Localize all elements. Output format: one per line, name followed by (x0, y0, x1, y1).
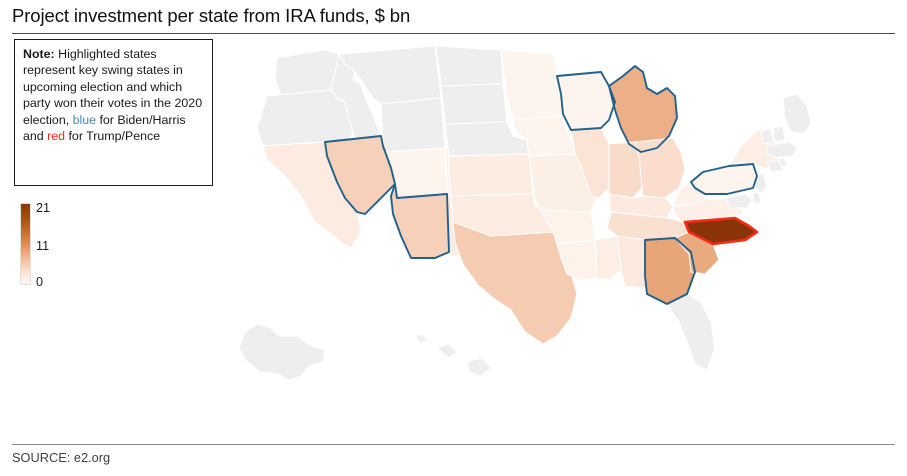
note-part-2: for Biden/Harris and (23, 112, 186, 144)
state-mn[interactable] (500, 49, 566, 121)
state-wy[interactable] (380, 97, 446, 153)
source-label: SOURCE: e2.org (12, 450, 111, 465)
page-title: Project investment per state from IRA fu… (12, 5, 411, 26)
state-oh[interactable] (634, 137, 686, 199)
state-highlight-az[interactable] (390, 183, 450, 259)
state-highlight-pa[interactable] (690, 163, 758, 195)
state-ak[interactable] (238, 323, 326, 381)
us-map-svg (238, 45, 812, 381)
state-md[interactable] (724, 193, 754, 209)
source-divider (12, 444, 895, 445)
legend-tick-min: 0 (36, 275, 44, 289)
note-part-3: for Trump/Pence (65, 129, 161, 144)
state-fl[interactable] (666, 293, 716, 371)
note-text: Note: Highlighted states represent key s… (23, 46, 205, 144)
state-ks[interactable] (448, 153, 534, 197)
note-red-word: red (47, 129, 66, 144)
state-ma[interactable] (766, 141, 798, 159)
title-divider (12, 33, 895, 34)
note-blue-word: blue (72, 112, 97, 127)
legend-tick-mid: 11 (36, 239, 50, 253)
states-layer (238, 45, 812, 381)
state-ri[interactable] (778, 157, 788, 167)
state-highlight-nv[interactable] (324, 135, 396, 215)
state-il[interactable] (570, 127, 614, 199)
state-mt[interactable] (338, 45, 442, 105)
colorbar-gradient (20, 203, 31, 285)
legend-tick-max: 21 (36, 201, 51, 215)
state-highlight-wi[interactable] (556, 71, 616, 131)
note-box: Note: Highlighted states represent key s… (14, 39, 213, 186)
note-label: Note: (23, 47, 55, 61)
note-part-1: Highlighted states represent key swing s… (23, 47, 203, 127)
state-highlight-nc[interactable] (683, 216, 759, 246)
state-highlight-ga[interactable] (644, 237, 696, 305)
state-sd[interactable] (440, 83, 508, 125)
state-nd[interactable] (434, 45, 504, 87)
state-me[interactable] (782, 93, 812, 135)
state-ms[interactable] (594, 235, 622, 281)
state-highlight-mi[interactable] (608, 65, 678, 153)
state-nh[interactable] (772, 125, 786, 143)
choropleth-map (205, 36, 905, 436)
color-legend: 21 11 0 (20, 201, 80, 289)
state-hi[interactable] (414, 333, 492, 377)
state-de[interactable] (752, 191, 762, 205)
state-ct[interactable] (766, 159, 784, 173)
state-vt[interactable] (760, 127, 774, 145)
highlight-outline-layer (324, 65, 759, 305)
